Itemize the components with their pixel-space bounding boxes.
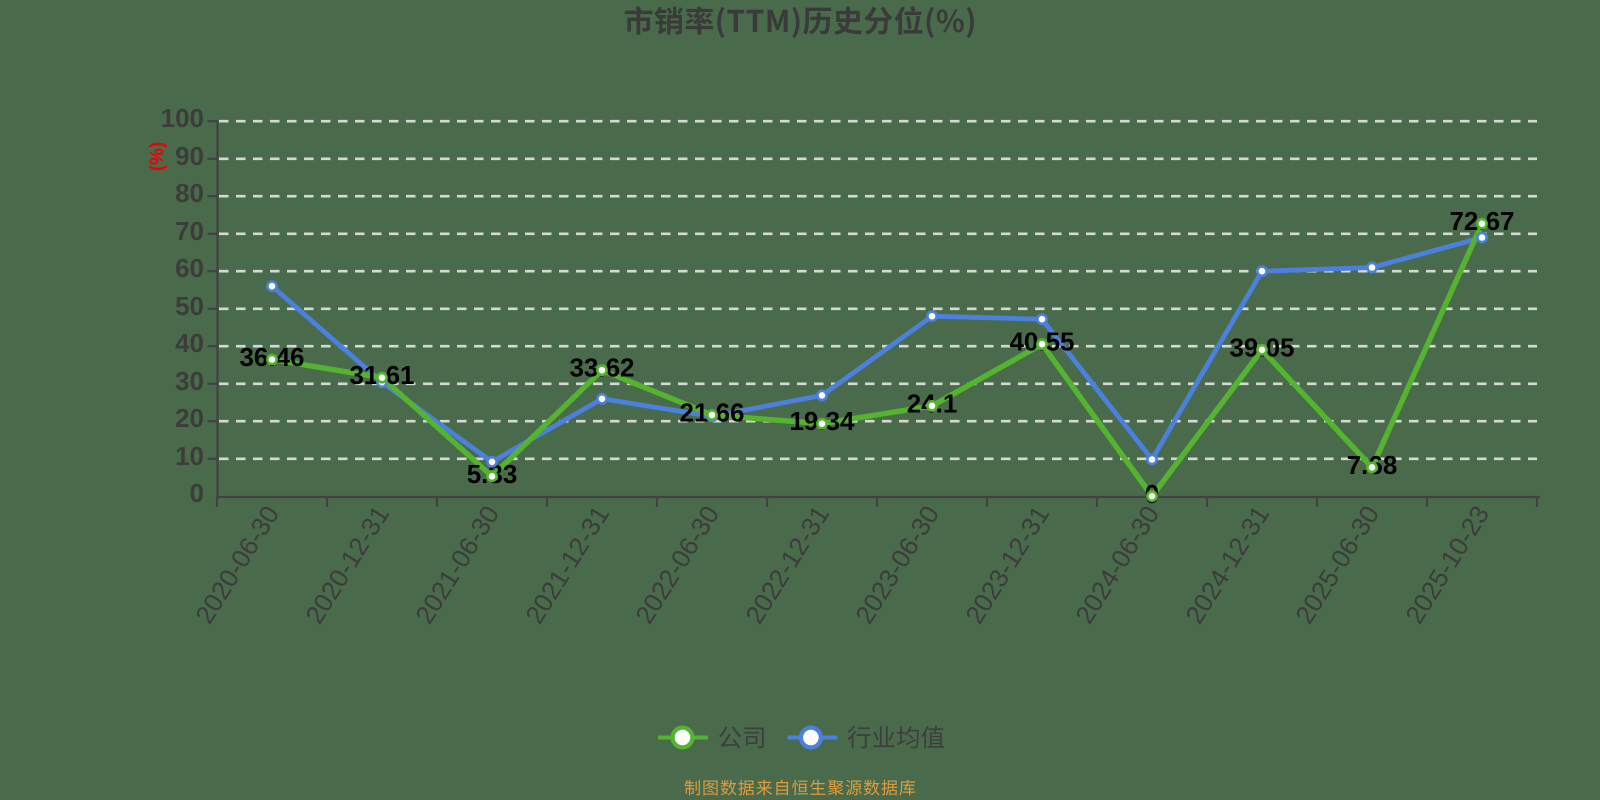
- svg-text:(%): (%): [147, 142, 168, 172]
- svg-text:80: 80: [175, 178, 204, 208]
- svg-text:50: 50: [175, 291, 204, 321]
- svg-text:30: 30: [175, 366, 204, 396]
- svg-text:40: 40: [175, 328, 204, 358]
- svg-text:100: 100: [161, 103, 204, 133]
- svg-text:10: 10: [175, 441, 204, 471]
- svg-text:70: 70: [175, 216, 204, 246]
- svg-text:60: 60: [175, 253, 204, 283]
- svg-text:0: 0: [190, 478, 204, 508]
- svg-text:90: 90: [175, 141, 204, 171]
- svg-text:20: 20: [175, 403, 204, 433]
